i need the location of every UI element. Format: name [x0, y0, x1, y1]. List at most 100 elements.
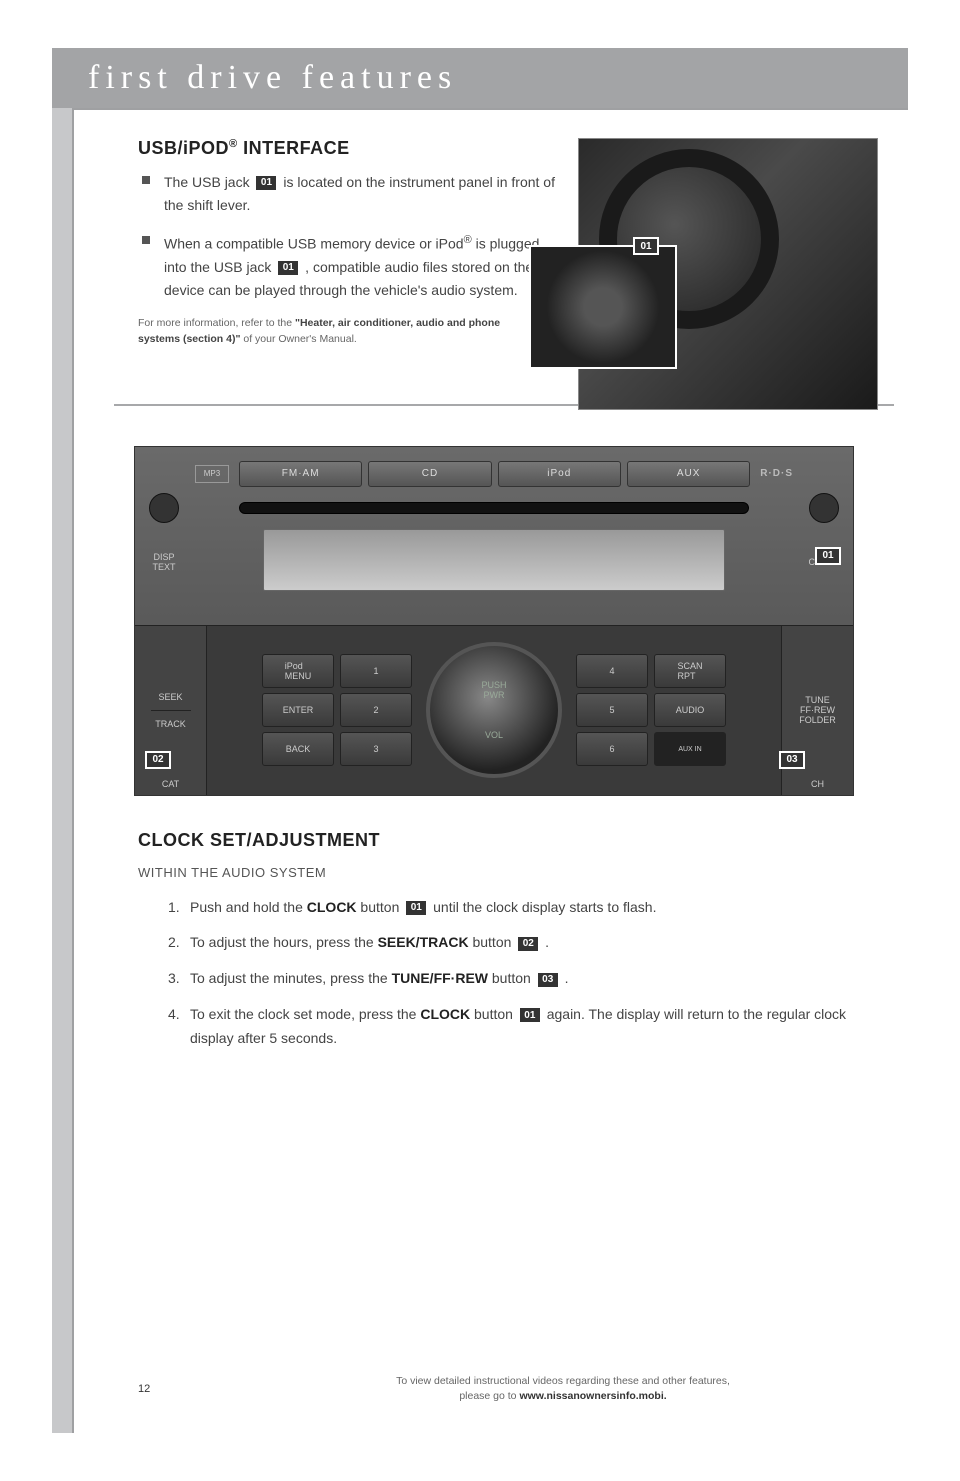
clock-section: CLOCK SET/ADJUSTMENT WITHIN THE AUDIO SY…	[138, 830, 868, 1051]
ipod-button: iPod	[498, 461, 621, 487]
pwr-label: PWR	[484, 690, 505, 700]
f1: To view detailed instructional videos re…	[396, 1375, 730, 1387]
t: button	[469, 934, 516, 950]
badge-02: 02	[517, 936, 539, 952]
tune-label: TUNE FF·REW FOLDER	[799, 695, 836, 725]
usb-title-b: INTERFACE	[238, 138, 350, 158]
bullet-text: When a compatible USB memory device or i…	[164, 231, 558, 302]
page-footer: 12 To view detailed instructional videos…	[138, 1374, 868, 1406]
ipod-menu-button: iPod MENU	[262, 654, 334, 688]
clock-subhead: WITHIN THE AUDIO SYSTEM	[138, 865, 868, 880]
scan-rpt-button: SCAN RPT	[654, 654, 726, 688]
usb-bullet-2: When a compatible USB memory device or i…	[138, 231, 558, 302]
aux-in-jack: AUX IN	[654, 732, 726, 766]
t: SEEK/TRACK	[378, 934, 469, 950]
cd-slot	[239, 502, 749, 514]
right-side-col: TUNE FF·REW FOLDER 03 CH	[781, 626, 853, 795]
bullet-icon	[142, 176, 150, 184]
t: TUNE/FF·REW	[392, 970, 488, 986]
ch-label: CH	[811, 779, 824, 789]
clock-steps: 1. Push and hold the CLOCK button 01 unt…	[168, 896, 868, 1051]
t: button	[357, 899, 404, 915]
preset-5: 5	[576, 693, 648, 727]
t: CLOCK	[420, 1006, 470, 1022]
usb-section: USB/iPOD® INTERFACE The USB jack 01 is l…	[138, 138, 868, 348]
n1: 1.	[168, 896, 190, 920]
seek-label: SEEK	[158, 692, 182, 702]
badge-03: 03	[537, 972, 559, 988]
n3: 3.	[168, 967, 190, 991]
bullet-text: The USB jack 01 is located on the instru…	[164, 171, 558, 217]
badge-01: 01	[255, 175, 277, 191]
stereo-bottom: SEEK TRACK 02 CAT iPod MENU ENTER BACK	[135, 625, 853, 795]
step-4: 4. To exit the clock set mode, press the…	[168, 1003, 868, 1051]
stereo-badge-02: 02	[145, 751, 171, 769]
vol-label: VOL	[485, 730, 503, 740]
t: To exit the clock set mode, press the	[190, 1006, 420, 1022]
rds-label: R·D·S	[760, 468, 793, 479]
t: .	[541, 934, 549, 950]
step-1: 1. Push and hold the CLOCK button 01 unt…	[168, 896, 868, 920]
stereo-display	[263, 529, 725, 591]
page-frame: first drive features USB/iPOD® INTERFACE…	[52, 48, 908, 1433]
step-4-text: To exit the clock set mode, press the CL…	[190, 1003, 868, 1051]
col-c: 4 5 6	[576, 654, 648, 766]
preset-4: 4	[576, 654, 648, 688]
col-a: iPod MENU ENTER BACK	[262, 654, 334, 766]
aux-button: AUX	[627, 461, 750, 487]
usb-bullet-1: The USB jack 01 is located on the instru…	[138, 171, 558, 217]
step-2: 2. To adjust the hours, press the SEEK/T…	[168, 931, 868, 955]
stereo-photo: MP3 FM·AM CD iPod AUX R·D·S DISP TEXT CL…	[134, 446, 854, 796]
usb-text: The USB jack 01 is located on the instru…	[138, 171, 558, 348]
header-band: first drive features	[52, 48, 908, 108]
eject-icon	[809, 493, 839, 523]
preset-6: 6	[576, 732, 648, 766]
stereo-badge-03: 03	[779, 751, 805, 769]
cat-label: CAT	[162, 779, 179, 789]
b2a: When a compatible USB memory device or i…	[164, 236, 464, 252]
usb-jack-inset: 01	[529, 245, 677, 369]
col-b: 1 2 3	[340, 654, 412, 766]
f2b: www.nissanownersinfo.mobi.	[519, 1390, 666, 1402]
footer-text: To view detailed instructional videos re…	[258, 1374, 868, 1406]
photo-badge-01: 01	[633, 237, 659, 255]
t: To adjust the hours, press the	[190, 934, 378, 950]
b2reg: ®	[464, 234, 472, 246]
badge-01: 01	[277, 260, 299, 276]
volume-dial: PUSH PWR VOL	[426, 642, 562, 778]
n4: 4.	[168, 1003, 190, 1051]
t: Push and hold the	[190, 899, 307, 915]
n2: 2.	[168, 931, 190, 955]
fm-am-button: FM·AM	[239, 461, 362, 487]
back-button: BACK	[262, 732, 334, 766]
divider-line	[151, 710, 191, 711]
mute-icon	[149, 493, 179, 523]
badge-01: 01	[405, 900, 427, 916]
track-label: TRACK	[155, 719, 186, 729]
cd-button: CD	[368, 461, 491, 487]
enter-button: ENTER	[262, 693, 334, 727]
content: USB/iPOD® INTERFACE The USB jack 01 is l…	[74, 110, 908, 1051]
b1a: The USB jack	[164, 174, 253, 190]
bullet-icon	[142, 236, 150, 244]
mp3-icon: MP3	[195, 465, 229, 483]
step-2-text: To adjust the hours, press the SEEK/TRAC…	[190, 931, 549, 955]
t: CLOCK	[307, 899, 357, 915]
f2a: please go to	[459, 1390, 519, 1402]
push-label: PUSH	[481, 680, 506, 690]
audio-button: AUDIO	[654, 693, 726, 727]
stereo-top-row: MP3 FM·AM CD iPod AUX R·D·S	[135, 447, 853, 493]
preset-3: 3	[340, 732, 412, 766]
badge-01: 01	[519, 1007, 541, 1023]
usb-footnote: For more information, refer to the "Heat…	[138, 316, 518, 348]
stereo-badge-01: 01	[815, 547, 841, 565]
step-1-text: Push and hold the CLOCK button 01 until …	[190, 896, 656, 920]
t: .	[561, 970, 569, 986]
usb-title-reg: ®	[229, 138, 238, 150]
t: To adjust the minutes, press the	[190, 970, 392, 986]
step-3: 3. To adjust the minutes, press the TUNE…	[168, 967, 868, 991]
col-d: SCAN RPT AUDIO AUX IN	[654, 654, 726, 766]
t: until the clock display starts to flash.	[429, 899, 656, 915]
mid-grid: iPod MENU ENTER BACK 1 2 3 PUSH PWR	[207, 626, 781, 795]
preset-2: 2	[340, 693, 412, 727]
